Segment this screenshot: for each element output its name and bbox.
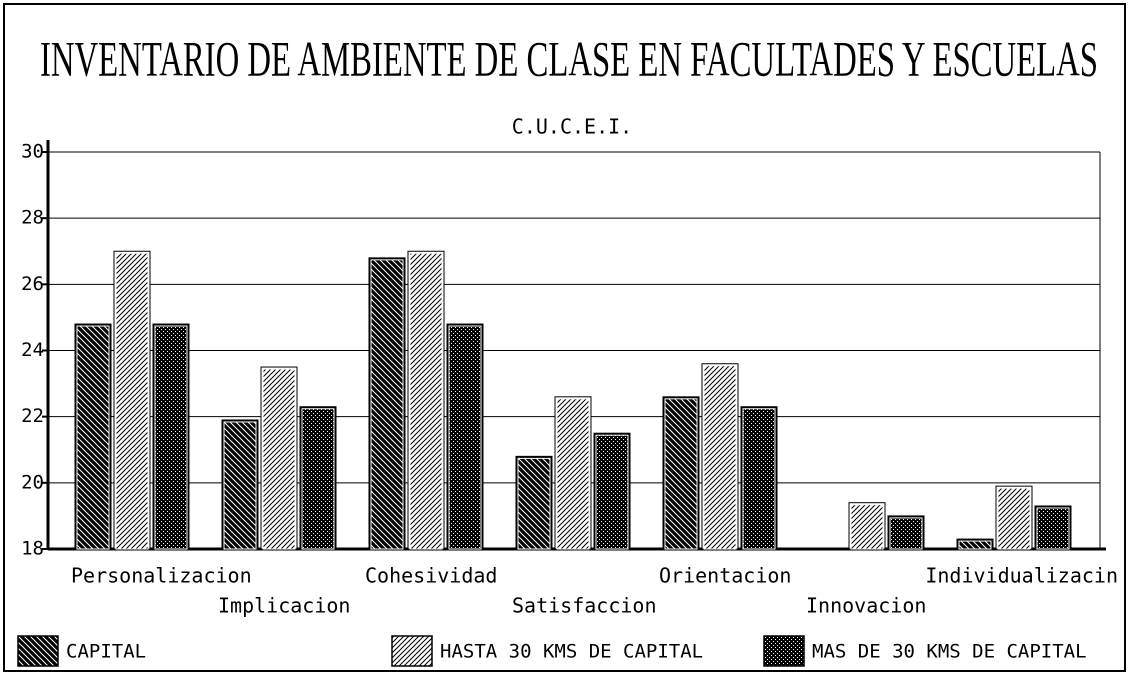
x-tick-label: Cohesividad	[365, 564, 497, 588]
bar-pattern	[556, 398, 590, 550]
bar-pattern	[664, 398, 698, 550]
bar-pattern	[595, 434, 629, 550]
x-tick-label: Satisfaccion	[512, 594, 657, 618]
legend-swatch	[763, 635, 805, 667]
bar-pattern	[448, 325, 482, 550]
y-tick-label: 26	[21, 273, 44, 295]
bar-pattern	[889, 517, 923, 550]
bar-pattern	[958, 540, 992, 550]
bar-pattern	[517, 457, 551, 550]
bar-pattern	[154, 325, 188, 550]
bar-pattern	[115, 252, 149, 550]
bar-pattern	[223, 421, 257, 550]
legend-swatch	[17, 635, 59, 667]
bar-pattern	[370, 259, 404, 550]
bar-pattern	[409, 252, 443, 550]
y-tick-label: 22	[21, 405, 44, 427]
bar-pattern	[850, 504, 884, 550]
bar-pattern	[301, 408, 335, 550]
x-tick-label: Personalizacion	[71, 564, 252, 588]
x-tick-label: Individualizacin	[925, 564, 1118, 588]
y-tick-label: 20	[21, 471, 44, 493]
bar-pattern	[703, 365, 737, 550]
legend-label: CAPITAL	[66, 641, 146, 663]
x-tick-label: Implicacion	[218, 594, 350, 618]
y-tick-label: 28	[21, 207, 44, 229]
frame	[3, 3, 1126, 672]
chart-title: INVENTARIO DE AMBIENTE DE CLASE EN FACUL…	[40, 30, 1098, 86]
legend-label: MAS DE 30 KMS DE CAPITAL	[812, 641, 1087, 663]
bar-pattern	[76, 325, 110, 550]
y-tick-label: 18	[21, 538, 44, 560]
legend-swatch	[391, 635, 433, 667]
x-tick-label: Orientacion	[659, 564, 791, 588]
bar-pattern	[262, 368, 296, 550]
bar-pattern	[742, 408, 776, 550]
legend-label: HASTA 30 KMS DE CAPITAL	[440, 641, 703, 663]
bar-pattern	[1036, 507, 1070, 550]
bar-pattern	[997, 487, 1031, 550]
y-tick-label: 30	[21, 141, 44, 163]
y-tick-label: 24	[21, 339, 44, 361]
x-tick-label: Innovacion	[806, 594, 926, 618]
chart-subtitle: C.U.C.E.I.	[512, 115, 632, 139]
